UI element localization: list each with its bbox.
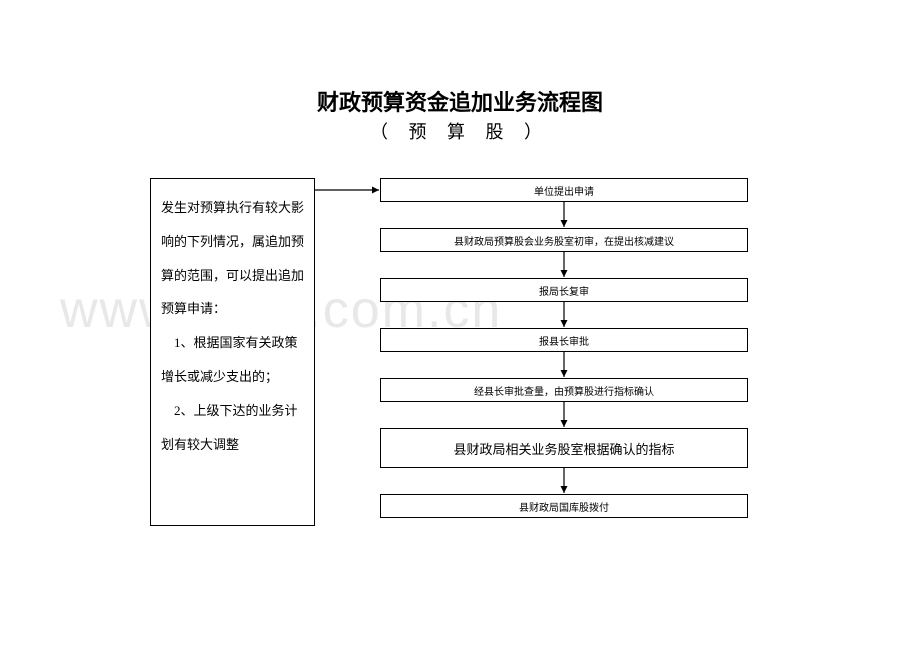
page-title: 财政预算资金追加业务流程图: [0, 85, 920, 117]
flow-step-4: 报县长审批: [380, 328, 748, 352]
page-subtitle: （ 预 算 股 ）: [0, 118, 920, 144]
sidebar-description-text: 发生对预算执行有较大影响的下列情况，属追加预算的范围，可以提出追加预算申请： 1…: [161, 191, 304, 461]
flow-step-label: 县财政局预算股会业务股室初审，在提出核减建议: [454, 233, 674, 248]
flow-step-label: 报局长复审: [539, 283, 589, 298]
flow-step-6: 县财政局相关业务股室根据确认的指标: [380, 428, 748, 468]
flow-step-label: 报县长审批: [539, 333, 589, 348]
flow-step-label: 单位提出申请: [534, 183, 594, 198]
flow-step-label: 县财政局国库股拨付: [519, 499, 609, 514]
flow-step-5: 经县长审批查量，由预算股进行指标确认: [380, 378, 748, 402]
flow-step-label: 经县长审批查量，由预算股进行指标确认: [474, 383, 654, 398]
flow-step-2: 县财政局预算股会业务股室初审，在提出核减建议: [380, 228, 748, 252]
sidebar-description-box: 发生对预算执行有较大影响的下列情况，属追加预算的范围，可以提出追加预算申请： 1…: [150, 178, 315, 526]
flow-step-1: 单位提出申请: [380, 178, 748, 202]
flow-step-7: 县财政局国库股拨付: [380, 494, 748, 518]
flow-step-label: 县财政局相关业务股室根据确认的指标: [453, 439, 674, 458]
flow-step-3: 报局长复审: [380, 278, 748, 302]
